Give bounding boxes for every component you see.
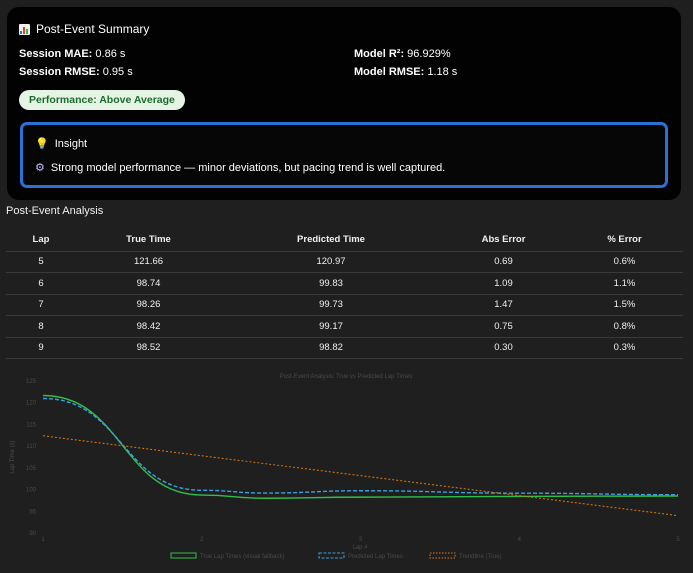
table-cell: 98.42 xyxy=(76,315,221,338)
table-row: 8 98.42 99.17 0.75 0.8% xyxy=(6,315,683,338)
table-cell: 8 xyxy=(6,315,76,338)
legend-label: Predicted Lap Times xyxy=(348,554,403,560)
x-axis-ticks: 1 2 3 4 5 xyxy=(41,537,680,543)
legend-swatch xyxy=(318,552,345,559)
table-cell: 7 xyxy=(6,294,76,316)
series-line xyxy=(42,394,679,499)
x-tick-label: 2 xyxy=(200,537,204,543)
table-cell: 0.30 xyxy=(441,337,566,359)
legend-label: Trendline (True) xyxy=(459,554,502,560)
legend-swatch xyxy=(170,552,197,559)
table-cell: 1.1% xyxy=(566,272,683,295)
table-cell: 98.26 xyxy=(76,294,221,316)
summary-title-text: Post-Event Summary xyxy=(36,22,150,36)
table-cell: 5 xyxy=(6,251,76,273)
series-line xyxy=(42,397,679,496)
bar-chart-icon xyxy=(19,23,30,35)
y-tick-label: 95 xyxy=(29,509,36,515)
table-cell: 0.6% xyxy=(566,251,683,273)
y-axis-ticks: 90 95 100 105 110 115 120 125 xyxy=(26,379,37,537)
insight-title: Insight xyxy=(54,137,88,150)
series-line xyxy=(42,435,679,517)
table-cell: 120.97 xyxy=(221,251,441,273)
session-mae-metric: Session MAE: 0.86 s xyxy=(19,48,125,60)
session-rmse-metric: Session RMSE: 0.95 s xyxy=(19,66,133,78)
column-header: Lap xyxy=(6,229,76,252)
post-event-summary-card: Post-Event Summary Session MAE: 0.86 s S… xyxy=(7,7,681,200)
lap-times-chart: Post-Event Analysis: True vs Predicted L… xyxy=(6,368,687,568)
session-mae-value: 0.86 s xyxy=(95,48,126,60)
table-cell: 99.83 xyxy=(221,272,441,295)
chart-legend: True Lap Times (visual fallback) Predicte… xyxy=(170,552,502,560)
x-tick-label: 3 xyxy=(359,537,363,543)
table-cell: 1.5% xyxy=(566,294,683,316)
legend-swatch xyxy=(429,552,456,559)
table-cell: 9 xyxy=(6,337,76,359)
legend-label: True Lap Times (visual fallback) xyxy=(200,554,284,560)
model-rmse-value: 1.18 s xyxy=(427,66,458,78)
table-header-row: Lap True Time Predicted Time Abs Error %… xyxy=(6,229,683,252)
insight-text: Strong model performance — minor deviati… xyxy=(50,161,446,174)
y-tick-label: 90 xyxy=(29,531,36,537)
model-r2-metric: Model R²: 96.929% xyxy=(354,48,451,60)
column-header: True Time xyxy=(76,229,221,252)
table-cell: 0.75 xyxy=(441,315,566,338)
table-cell: 1.47 xyxy=(441,294,566,316)
session-rmse-value: 0.95 s xyxy=(102,66,133,78)
table-cell: 0.3% xyxy=(566,337,683,359)
model-r2-label: Model R²: xyxy=(354,48,405,60)
y-tick-label: 115 xyxy=(26,422,36,428)
table-cell: 98.52 xyxy=(76,337,221,359)
table-cell: 98.74 xyxy=(76,272,221,295)
table-cell: 1.09 xyxy=(441,272,566,295)
y-tick-label: 100 xyxy=(26,488,37,494)
insight-message: ⚙ Strong model performance — minor devia… xyxy=(35,161,446,175)
session-rmse-label: Session RMSE: xyxy=(19,66,100,78)
table-row: 6 98.74 99.83 1.09 1.1% xyxy=(6,272,683,295)
lightbulb-icon: 💡 xyxy=(35,138,49,150)
insight-box: 💡 Insight ⚙ Strong model performance — m… xyxy=(20,122,668,188)
lap-times-chart-svg: Post-Event Analysis: True vs Predicted L… xyxy=(10,374,680,560)
column-header: Predicted Time xyxy=(221,229,441,252)
table-cell: 0.69 xyxy=(441,251,566,273)
y-tick-label: 110 xyxy=(26,444,36,450)
x-tick-label: 5 xyxy=(676,537,680,543)
analysis-section-title: Post-Event Analysis xyxy=(6,205,104,217)
y-tick-label: 105 xyxy=(26,466,37,472)
chart-series xyxy=(42,394,679,517)
table-cell: 6 xyxy=(6,272,76,295)
gear-icon: ⚙ xyxy=(35,162,45,174)
model-rmse-metric: Model RMSE: 1.18 s xyxy=(354,66,457,78)
x-tick-label: 4 xyxy=(518,537,522,543)
session-mae-label: Session MAE: xyxy=(19,48,93,60)
table-cell: 99.17 xyxy=(221,315,441,338)
analysis-table: Lap True Time Predicted Time Abs Error %… xyxy=(6,229,683,359)
table-cell: 0.8% xyxy=(566,315,683,338)
table-row: 9 98.52 98.82 0.30 0.3% xyxy=(6,337,683,359)
table-row: 7 98.26 99.73 1.47 1.5% xyxy=(6,294,683,316)
table-row: 5 121.66 120.97 0.69 0.6% xyxy=(6,251,683,273)
summary-title: Post-Event Summary xyxy=(19,22,149,36)
table-cell: 121.66 xyxy=(76,251,221,273)
column-header: % Error xyxy=(566,229,683,252)
chart-title: Post-Event Analysis: True vs Predicted L… xyxy=(280,374,412,380)
performance-badge: Performance: Above Average xyxy=(19,90,185,110)
y-tick-label: 125 xyxy=(26,379,37,385)
x-tick-label: 1 xyxy=(41,537,45,543)
insight-header: 💡 Insight xyxy=(35,137,88,151)
x-axis-label: Lap # xyxy=(352,545,368,551)
table-cell: 99.73 xyxy=(221,294,441,316)
y-tick-label: 120 xyxy=(26,401,37,407)
model-r2-value: 96.929% xyxy=(407,48,451,60)
model-rmse-label: Model RMSE: xyxy=(354,66,425,78)
table-cell: 98.82 xyxy=(221,337,441,359)
y-axis-label: Lap Time (s) xyxy=(10,440,16,473)
column-header: Abs Error xyxy=(441,229,566,252)
